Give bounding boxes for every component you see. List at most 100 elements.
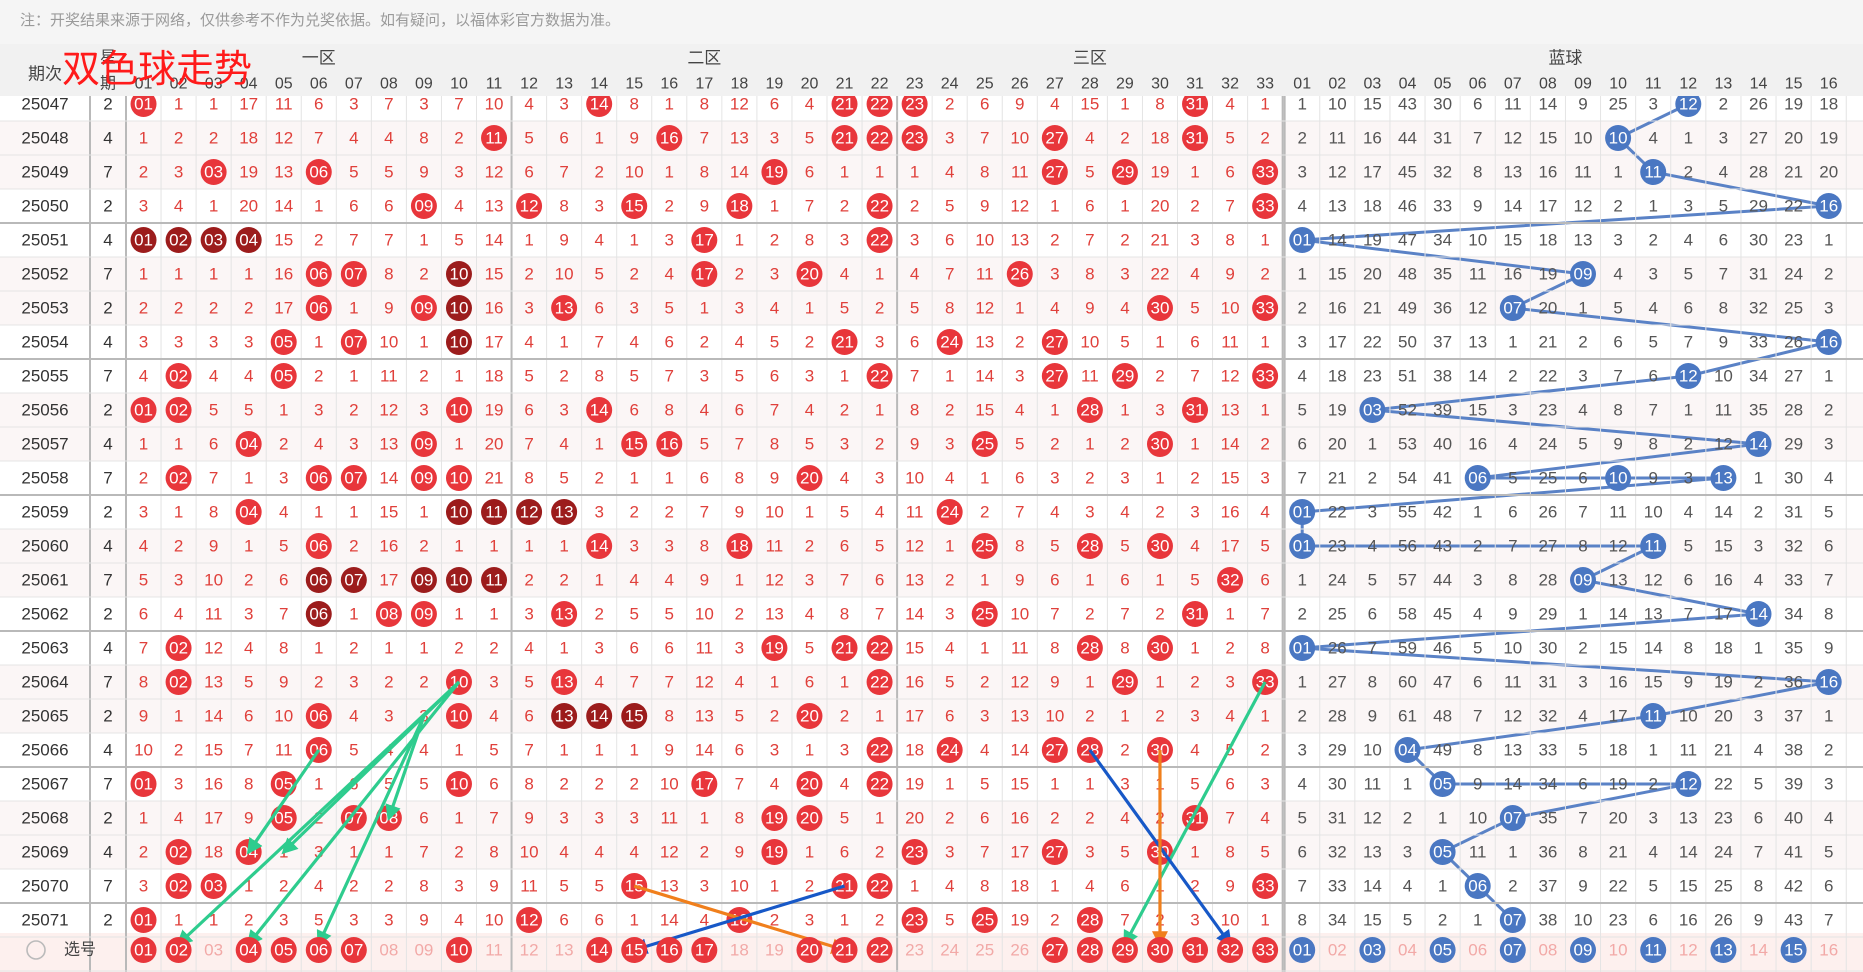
select-red-number[interactable]: 33 <box>1256 941 1275 960</box>
select-blue-option[interactable]: 02 <box>1328 941 1347 960</box>
select-label[interactable]: 选号 <box>64 941 96 959</box>
draw-row[interactable]: 25058 7 2 02 7 1 3 06 07 14 09 10 21 8 5 2 1 1 6 8 9 20 4 3 10 4 1… <box>21 465 1833 491</box>
select-red-ball[interactable] <box>305 937 332 963</box>
select-red-ball[interactable] <box>1182 937 1209 963</box>
select-red-number[interactable]: 22 <box>870 941 889 960</box>
draw-row[interactable]: 25051 4 01 02 03 04 15 2 7 7 1 5 14 1 9 4 1 3 17 1 2 8 3 22 3 6 10… <box>21 227 1833 253</box>
select-blue-option[interactable]: 14 <box>1749 941 1768 960</box>
draw-row[interactable]: 25061 7 5 3 10 2 6 06 07 17 09 10 11 2 2 1 4 4 9 1 12 3 7 6 13 2 1… <box>21 567 1833 593</box>
select-blue-number[interactable]: 03 <box>1363 941 1382 960</box>
select-red-option[interactable]: 25 <box>975 941 994 960</box>
select-blue-ball[interactable] <box>1780 937 1807 963</box>
select-red-number[interactable]: 32 <box>1221 941 1240 960</box>
select-red-option[interactable]: 09 <box>414 941 433 960</box>
select-red-option[interactable]: 19 <box>765 941 784 960</box>
select-red-ball[interactable] <box>340 937 367 963</box>
select-red-number[interactable]: 28 <box>1080 941 1099 960</box>
select-blue-number[interactable]: 01 <box>1293 941 1312 960</box>
select-red-option[interactable]: 23 <box>905 941 924 960</box>
selection-row[interactable]: 选号 01 02 03 04 05 06 07 08 09 10 11 12 13 14 15 16 17 18 19… <box>26 937 1838 963</box>
select-red-ball[interactable] <box>165 937 192 963</box>
select-red-number[interactable]: 17 <box>695 941 714 960</box>
select-blue-ball[interactable] <box>1640 937 1667 963</box>
draw-row[interactable]: 25050 2 3 4 1 20 14 1 6 6 09 4 13 12 8 3 15 2 9 18 1 7 2 22 2 5 9 1… <box>21 193 1842 219</box>
select-red-ball[interactable] <box>586 937 613 963</box>
select-red-number[interactable]: 07 <box>344 941 363 960</box>
draw-row[interactable]: 25063 4 7 02 12 4 8 1 2 1 1 2 2 4 1 3 6 6 11 3 19 5 21 22 15 4 1 11… <box>21 635 1833 661</box>
select-red-number[interactable]: 27 <box>1045 941 1064 960</box>
select-blue-option[interactable]: 10 <box>1609 941 1628 960</box>
select-blue-number[interactable]: 05 <box>1433 941 1452 960</box>
select-blue-ball[interactable] <box>1710 937 1737 963</box>
select-red-ball[interactable] <box>691 937 718 963</box>
select-red-number[interactable]: 01 <box>134 941 153 960</box>
draw-row[interactable]: 25071 2 01 1 1 2 3 5 3 3 9 4 10 12 6 6 1 14 4 18 2 3 1 2 23 5 25 19… <box>21 907 1833 933</box>
select-red-option[interactable]: 08 <box>379 941 398 960</box>
draw-row[interactable]: 2506641021571106544157111914631322182441… <box>21 737 1833 763</box>
select-radio-icon[interactable] <box>26 940 46 960</box>
select-red-ball[interactable] <box>796 937 823 963</box>
select-blue-number[interactable]: 09 <box>1574 941 1593 960</box>
select-blue-number[interactable]: 15 <box>1784 941 1803 960</box>
select-red-ball[interactable] <box>1252 937 1279 963</box>
select-red-option[interactable]: 11 <box>485 941 503 960</box>
draw-row[interactable]: 25055 7 4 02 4 4 05 2 1 11 2 1 18 5 2 8 5 7 3 5 6 3 1 22 7 1 14 3 27… <box>21 363 1833 389</box>
draw-row[interactable]: 25060 4 4 2 9 1 5 06 2 16 2 1 1 1 1 14 3 3 8 18 11 2 6 5 12 1 25 8 5… <box>21 533 1833 559</box>
draw-row[interactable]: 25054 4 3 3 3 3 05 1 07 10 1 10 17 4 1 7 4 6 2 4 5 2 21 3 6 24 13 2… <box>21 329 1842 355</box>
select-blue-ball[interactable] <box>1289 937 1316 963</box>
select-red-number[interactable]: 15 <box>625 941 644 960</box>
select-red-number[interactable]: 31 <box>1186 941 1205 960</box>
select-blue-number[interactable]: 11 <box>1644 941 1662 960</box>
select-blue-option[interactable]: 12 <box>1679 941 1698 960</box>
select-red-number[interactable]: 05 <box>274 941 293 960</box>
select-red-option[interactable]: 24 <box>940 941 959 960</box>
select-red-ball[interactable] <box>1111 937 1138 963</box>
draw-row[interactable]: 25059 2 3 1 8 04 4 1 1 15 1 10 11 12 13 3 2 2 7 9 10 1 5 4 11 24 2… <box>21 499 1833 525</box>
draw-row[interactable]: 25047 2 01 1 1 17 11 6 3 7 3 7 10 4 3 14 8 1 8 12 6 4 21 22 23 2 6… <box>21 91 1838 117</box>
trend-chart[interactable]: 25047 2 01 1 1 17 11 6 3 7 3 7 10 4 3 14 8 1 8 12 6 4 21 22 23 2 6… <box>0 44 1863 972</box>
select-blue-option[interactable]: 04 <box>1398 941 1417 960</box>
draw-row[interactable]: 25053 2 2 2 2 2 17 06 1 9 09 10 16 3 13 6 3 5 1 3 4 1 5 2 5 8 12 1 4… <box>21 295 1833 321</box>
select-red-ball[interactable] <box>1146 937 1173 963</box>
select-red-ball[interactable] <box>656 937 683 963</box>
select-red-ball[interactable] <box>235 937 262 963</box>
draw-row[interactable]: 25062 2 6 4 11 3 7 06 1 08 09 1 1 3 13 2 5 5 10 2 13 4 8 7 14 3 25… <box>21 601 1833 627</box>
select-red-number[interactable]: 20 <box>800 941 819 960</box>
select-red-ball[interactable] <box>1217 937 1244 963</box>
select-red-number[interactable]: 14 <box>590 941 609 960</box>
select-blue-ball[interactable] <box>1499 937 1526 963</box>
select-red-number[interactable]: 16 <box>660 941 679 960</box>
select-red-option[interactable]: 13 <box>555 941 574 960</box>
draw-row[interactable]: 2506529114610064331046131415813522021176… <box>21 703 1833 729</box>
select-blue-ball[interactable] <box>1359 937 1386 963</box>
select-red-number[interactable]: 21 <box>835 941 854 960</box>
select-red-number[interactable]: 29 <box>1115 941 1134 960</box>
draw-row[interactable]: 25049 7 2 3 03 19 13 06 5 5 9 3 12 6 7 2 10 1 8 14 19 6 1 1 1 4 8 1… <box>21 159 1838 185</box>
select-red-ball[interactable] <box>1041 937 1068 963</box>
select-blue-ball[interactable] <box>1429 937 1456 963</box>
select-red-ball[interactable] <box>621 937 648 963</box>
draw-row[interactable]: 25070 7 3 02 03 1 2 4 2 2 8 3 9 11 5 5 15 13 3 10 1 2 21 22 1 4 8 1… <box>21 873 1833 899</box>
select-blue-number[interactable]: 07 <box>1503 941 1522 960</box>
select-red-ball[interactable] <box>270 937 297 963</box>
select-red-option[interactable]: 18 <box>730 941 749 960</box>
select-red-option[interactable]: 03 <box>204 941 223 960</box>
select-red-ball[interactable] <box>445 937 472 963</box>
select-red-number[interactable]: 30 <box>1151 941 1170 960</box>
select-red-number[interactable]: 02 <box>169 941 188 960</box>
select-red-number[interactable]: 04 <box>239 941 258 960</box>
select-red-ball[interactable] <box>831 937 858 963</box>
select-blue-number[interactable]: 13 <box>1714 941 1733 960</box>
select-blue-option[interactable]: 16 <box>1819 941 1838 960</box>
draw-row[interactable]: 2506770131680516551068222101774204221915… <box>21 771 1833 797</box>
select-red-ball[interactable] <box>866 937 893 963</box>
select-red-number[interactable]: 06 <box>309 941 328 960</box>
select-blue-ball[interactable] <box>1570 937 1596 963</box>
draw-row[interactable]: 25048 4 1 2 2 18 12 7 4 4 8 2 11 5 6 1 9 16 7 13 3 5 21 22 23 3 7 1… <box>21 125 1838 151</box>
select-red-option[interactable]: 12 <box>520 941 539 960</box>
draw-row[interactable]: 25057 4 1 1 6 04 2 4 3 13 09 1 20 7 4 1 15 16 5 7 8 5 3 2 9 3 25 5 2… <box>21 431 1833 457</box>
select-blue-option[interactable]: 06 <box>1468 941 1487 960</box>
select-red-option[interactable]: 26 <box>1010 941 1029 960</box>
select-blue-option[interactable]: 08 <box>1538 941 1557 960</box>
draw-row[interactable]: 25052 7 1 1 1 1 16 06 07 8 2 10 15 2 10 5 2 4 17 2 3 20 4 1 4 7 11… <box>21 261 1833 287</box>
